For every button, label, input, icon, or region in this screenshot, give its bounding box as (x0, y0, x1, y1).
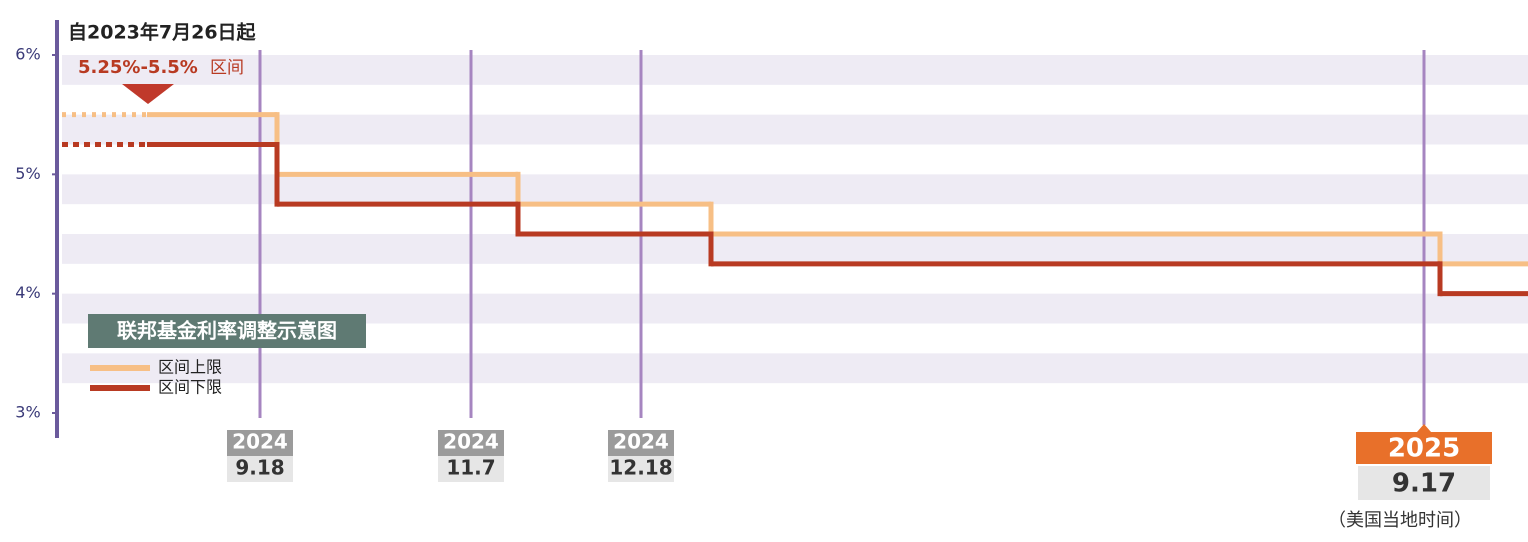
legend-label: 区间上限 (158, 358, 222, 377)
y-tick-label: 5% (15, 164, 40, 183)
event-pointer (1417, 424, 1431, 432)
annotation-note: 区间 (210, 58, 244, 78)
legend-title-box (88, 314, 366, 348)
band (62, 55, 1528, 85)
event-date-box (227, 456, 293, 482)
event-year: 2025 (1388, 434, 1460, 464)
y-tick-label: 6% (15, 45, 40, 64)
y-tick-label: 4% (15, 283, 40, 302)
event-year: 2024 (232, 430, 288, 454)
band (62, 234, 1528, 264)
event-year: 2024 (613, 430, 669, 454)
annotation: 5.25%-5.5% (78, 57, 198, 78)
event-year: 2024 (443, 430, 499, 454)
event-year-box (227, 430, 293, 456)
event-date: 9.18 (235, 456, 284, 480)
legend-label: 区间下限 (158, 378, 222, 397)
event-year-box (438, 430, 504, 456)
note: （美国当地时间） (1328, 510, 1472, 531)
event-date: 11.7 (446, 456, 495, 480)
event-year-box (1356, 432, 1492, 464)
event-year-box (608, 430, 674, 456)
band (62, 114, 1528, 145)
event-date-box (438, 456, 504, 482)
band (62, 174, 1528, 205)
event-date-box (1358, 466, 1490, 500)
band (62, 353, 1528, 384)
annotation-arrow (122, 84, 174, 104)
y-tick-label: 3% (15, 403, 40, 422)
event-date-box (608, 456, 674, 482)
event-date: 12.18 (609, 456, 672, 480)
chart-title: 自2023年7月26日起 (68, 21, 257, 44)
legend-title: 联邦基金利率调整示意图 (117, 319, 337, 343)
event-date: 9.17 (1392, 469, 1456, 499)
